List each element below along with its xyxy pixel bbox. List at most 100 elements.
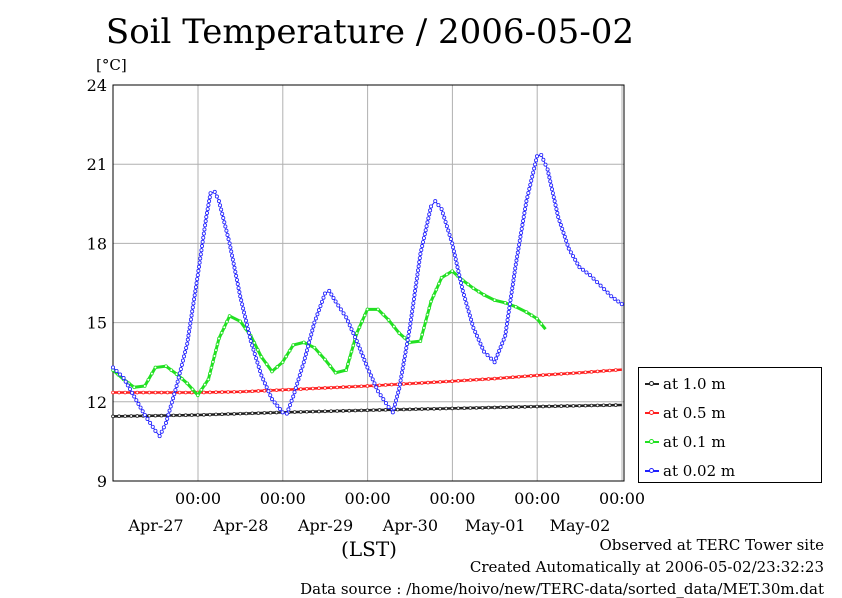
series-point bbox=[480, 377, 485, 382]
series-point bbox=[344, 315, 349, 320]
series-point bbox=[353, 335, 358, 340]
series-point bbox=[243, 318, 248, 323]
series-point bbox=[303, 352, 308, 357]
series-point bbox=[130, 390, 135, 395]
series-point bbox=[360, 319, 364, 324]
series-point bbox=[349, 349, 354, 354]
legend-label: at 0.02 m bbox=[663, 462, 736, 480]
series-point bbox=[296, 377, 301, 382]
series-point bbox=[300, 364, 305, 369]
series-point bbox=[539, 152, 544, 157]
series-point bbox=[497, 348, 502, 353]
series-point bbox=[222, 220, 227, 225]
series-point bbox=[182, 354, 187, 359]
series-point bbox=[376, 307, 380, 312]
series-point bbox=[317, 386, 321, 391]
data-source-note: Data source : /home/hoivo/new/TERC-data/… bbox=[300, 580, 824, 598]
series-point bbox=[494, 356, 499, 361]
series-point bbox=[165, 390, 170, 395]
series-point bbox=[333, 370, 338, 375]
series-point bbox=[148, 420, 153, 425]
series-point bbox=[517, 405, 521, 409]
series-point bbox=[541, 373, 545, 377]
series-point bbox=[197, 264, 202, 269]
series-point bbox=[190, 305, 195, 310]
series-point bbox=[266, 389, 271, 394]
series-point bbox=[512, 270, 517, 275]
series-point bbox=[381, 312, 386, 317]
series-point bbox=[504, 325, 509, 330]
series-point bbox=[190, 309, 195, 314]
series-point bbox=[367, 369, 372, 374]
series-point bbox=[500, 341, 505, 346]
series-point bbox=[356, 342, 361, 347]
series-point bbox=[159, 429, 164, 434]
series-point bbox=[353, 408, 358, 413]
series-point bbox=[299, 368, 304, 373]
series-point bbox=[555, 211, 560, 216]
series-point bbox=[414, 276, 419, 281]
series-point bbox=[549, 183, 554, 188]
series-point bbox=[212, 354, 217, 358]
series-point bbox=[414, 381, 418, 386]
series-point bbox=[456, 379, 461, 383]
y-tick-label: 21 bbox=[87, 155, 107, 174]
series-point bbox=[183, 413, 188, 417]
series-point bbox=[201, 231, 206, 236]
series-point bbox=[425, 220, 430, 225]
series-point bbox=[601, 369, 606, 373]
series-point bbox=[612, 296, 617, 301]
series-point bbox=[302, 356, 307, 361]
series-point bbox=[433, 199, 438, 204]
series-point bbox=[228, 245, 233, 250]
series-point bbox=[402, 358, 407, 363]
series-point bbox=[214, 194, 219, 199]
series-point bbox=[208, 191, 213, 196]
series-point bbox=[185, 341, 190, 346]
series-point bbox=[198, 252, 203, 257]
x-tick-date: Apr-27 bbox=[127, 516, 183, 535]
series-point bbox=[262, 411, 267, 415]
series-point bbox=[389, 382, 394, 387]
series-point bbox=[473, 329, 478, 334]
legend-entry: at 0.1 m bbox=[645, 432, 726, 452]
series-point bbox=[588, 273, 593, 278]
series-point bbox=[595, 369, 600, 374]
series-point bbox=[417, 256, 422, 261]
series-point bbox=[226, 237, 231, 242]
series-point bbox=[407, 325, 412, 330]
series-point bbox=[208, 371, 212, 376]
series-point bbox=[323, 409, 327, 414]
series-point bbox=[323, 357, 327, 362]
series-point bbox=[523, 374, 527, 379]
series-point bbox=[535, 373, 539, 378]
series-point bbox=[452, 253, 457, 258]
series-point bbox=[453, 257, 458, 262]
x-tick-time: 00:00 bbox=[429, 489, 475, 508]
series-point bbox=[347, 408, 352, 413]
series-point bbox=[180, 376, 184, 381]
series-point bbox=[613, 403, 618, 407]
series-point bbox=[584, 270, 589, 275]
series-point bbox=[531, 170, 536, 175]
series-point bbox=[402, 335, 407, 340]
series-point bbox=[312, 320, 317, 325]
x-tick-time: 00:00 bbox=[260, 489, 306, 508]
series-point bbox=[504, 405, 509, 410]
series-point bbox=[383, 401, 388, 406]
series-point bbox=[193, 285, 198, 290]
series-point bbox=[476, 289, 481, 294]
series-point bbox=[153, 390, 158, 395]
series-point bbox=[414, 280, 419, 285]
series-point bbox=[461, 293, 466, 298]
series-point bbox=[321, 295, 326, 300]
series-point bbox=[220, 390, 224, 394]
series-point bbox=[450, 379, 455, 384]
series-point bbox=[564, 238, 569, 243]
series-point bbox=[196, 268, 201, 273]
x-tick-time: 00:00 bbox=[175, 489, 221, 508]
series-point bbox=[464, 301, 469, 306]
series-point bbox=[583, 370, 588, 375]
series-point bbox=[371, 408, 376, 412]
series-point bbox=[427, 212, 432, 217]
